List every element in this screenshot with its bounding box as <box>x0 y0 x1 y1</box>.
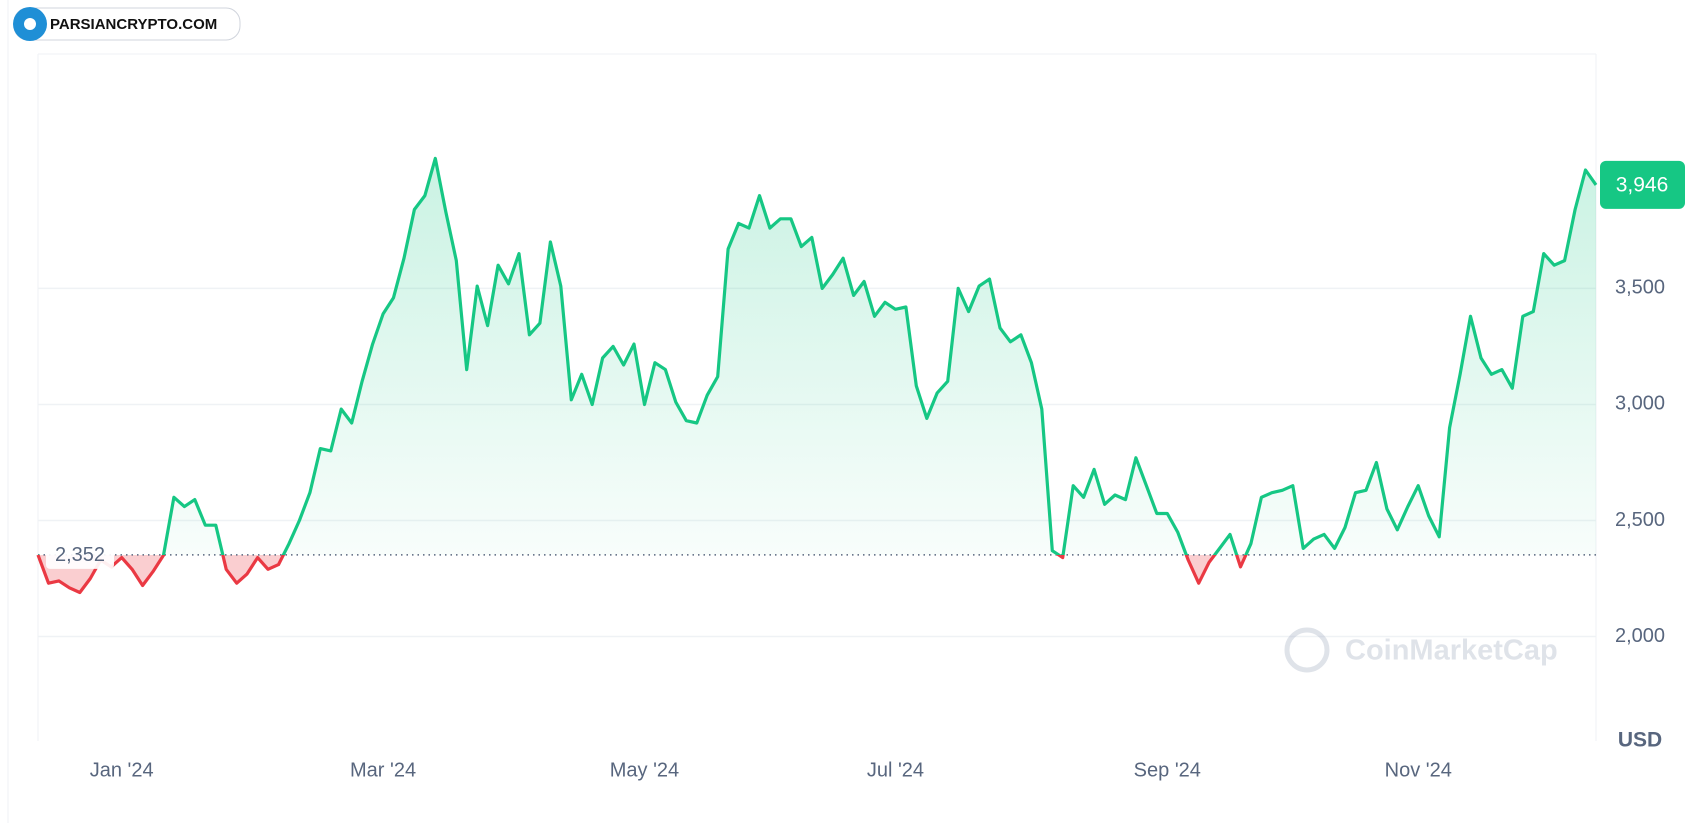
watermark: CoinMarketCap <box>1284 627 1558 673</box>
watermark-icon <box>1284 627 1330 673</box>
last-price-tag <box>1600 160 1685 209</box>
plot <box>36 156 1598 595</box>
x-tick-label: Nov '24 <box>1385 759 1452 781</box>
x-tick-label: May '24 <box>610 759 679 781</box>
y-tick-label: 2,000 <box>1615 625 1665 647</box>
area <box>38 158 1596 593</box>
logo-text: PARSIANCRYPTO.COM <box>50 16 217 33</box>
baseline-label: 2,352 <box>55 544 105 566</box>
logo: PARSIANCRYPTO.COM <box>13 7 241 41</box>
x-tick-label: Jan '24 <box>90 759 154 781</box>
x-tick-label: Sep '24 <box>1134 759 1201 781</box>
y-tick-label: 2,500 <box>1615 509 1665 531</box>
x-tick-label: Mar '24 <box>350 759 416 781</box>
watermark-text: CoinMarketCap <box>1345 635 1558 667</box>
price-line <box>36 156 1598 595</box>
logo-icon-dot <box>24 18 36 30</box>
y-unit: USD <box>1618 729 1662 752</box>
y-tick-label: 3,500 <box>1615 277 1665 299</box>
last-price-label: 3,946 <box>1616 173 1669 196</box>
baseline-label-box <box>46 540 114 569</box>
y-tick-label: 3,000 <box>1615 393 1665 415</box>
x-tick-label: Jul '24 <box>867 759 924 781</box>
